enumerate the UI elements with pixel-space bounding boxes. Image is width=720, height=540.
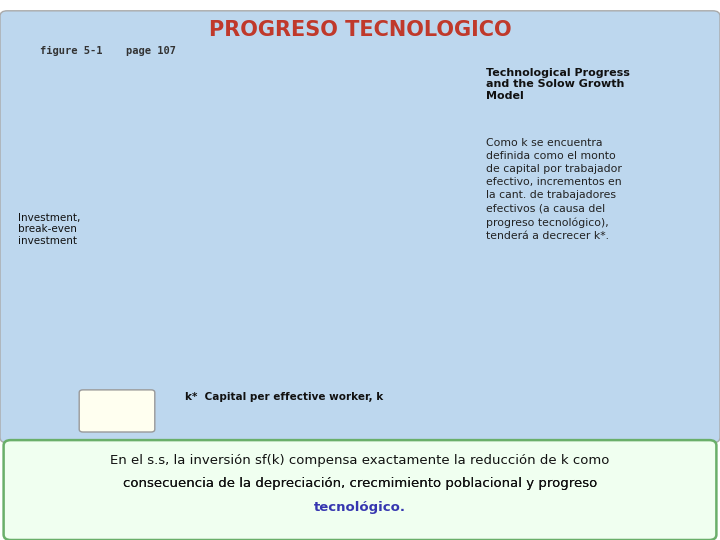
Text: k*  Capital per effective worker, k: k* Capital per effective worker, k — [185, 392, 384, 402]
Text: The steady
state: The steady state — [90, 400, 145, 422]
Text: En el s.s, la inversión sf(k) compensa exactamente la reducción de k como: En el s.s, la inversión sf(k) compensa e… — [110, 454, 610, 467]
Text: k*: k* — [492, 400, 504, 409]
Text: Technological Progress
and the Solow Growth
Model: Technological Progress and the Solow Gro… — [486, 68, 630, 100]
Text: Break-even investment, (δ + n + g)k: Break-even investment, (δ + n + g)k — [273, 146, 439, 156]
Text: consecuencia de la depreciación, crecmimiento poblacional y progreso: consecuencia de la depreciación, crecmim… — [123, 477, 597, 490]
Text: Investment,
break-even
investment: Investment, break-even investment — [18, 213, 81, 246]
Text: Investment, sf(k): Investment, sf(k) — [373, 97, 450, 105]
Text: Como k se encuentra
definida como el monto
de capital por trabajador
efectivo, i: Como k se encuentra definida como el mon… — [486, 138, 622, 241]
Text: PROGRESO TECNOLOGICO: PROGRESO TECNOLOGICO — [209, 19, 511, 40]
Text: consecuencia de la depreciación, crecmimiento poblacional y progreso: consecuencia de la depreciación, crecmim… — [123, 477, 597, 490]
Text: figure 5-1: figure 5-1 — [40, 46, 102, 56]
Text: tecnológico.: tecnológico. — [314, 501, 406, 514]
Text: page 107: page 107 — [126, 46, 176, 56]
